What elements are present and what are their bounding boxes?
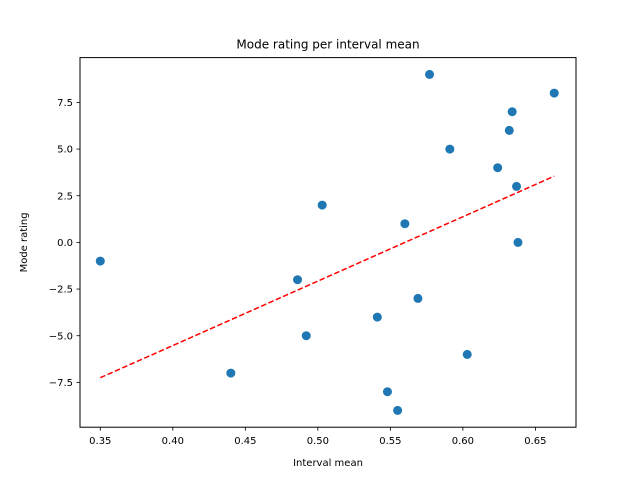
y-axis-label: Mode rating (19, 212, 30, 272)
y-tick-label: −2.5 (49, 285, 73, 296)
x-tick-label: 0.60 (452, 436, 474, 447)
x-axis-label: Interval mean (293, 458, 363, 469)
data-point (317, 200, 327, 210)
trend-line (99, 175, 555, 379)
data-point (549, 88, 559, 98)
data-point (382, 387, 392, 397)
x-tick-label: 0.65 (524, 436, 546, 447)
data-point (95, 256, 105, 266)
data-point (493, 163, 503, 173)
x-tick-label: 0.45 (234, 436, 256, 447)
data-point (413, 293, 423, 303)
data-point (512, 181, 522, 191)
data-point (504, 125, 514, 135)
data-point (513, 237, 523, 247)
x-tick-label: 0.35 (89, 436, 111, 447)
data-point (393, 405, 403, 415)
data-point (507, 107, 517, 117)
data-point (293, 275, 303, 285)
y-tick-label: 5.0 (57, 145, 73, 156)
y-tick-label: 0.0 (57, 238, 73, 249)
plot-area (95, 69, 559, 415)
y-axis: −7.5 −5.0 −2.5 0.0 2.5 5.0 7.5 (49, 98, 80, 389)
y-tick-label: −7.5 (49, 378, 73, 389)
y-tick-label: 2.5 (57, 191, 73, 202)
chart-title: Mode rating per interval mean (236, 38, 419, 52)
x-axis: 0.35 0.40 0.45 0.50 0.55 0.60 0.65 (89, 427, 547, 447)
data-point (445, 144, 455, 154)
data-point (226, 368, 236, 378)
x-tick-label: 0.50 (307, 436, 329, 447)
data-point (400, 219, 410, 229)
x-tick-label: 0.40 (162, 436, 184, 447)
y-tick-label: −5.0 (49, 331, 73, 342)
data-point (372, 312, 382, 322)
x-tick-label: 0.55 (379, 436, 401, 447)
data-point (425, 69, 435, 79)
data-point (301, 331, 311, 341)
y-tick-label: 7.5 (57, 98, 73, 109)
data-point (462, 349, 472, 359)
